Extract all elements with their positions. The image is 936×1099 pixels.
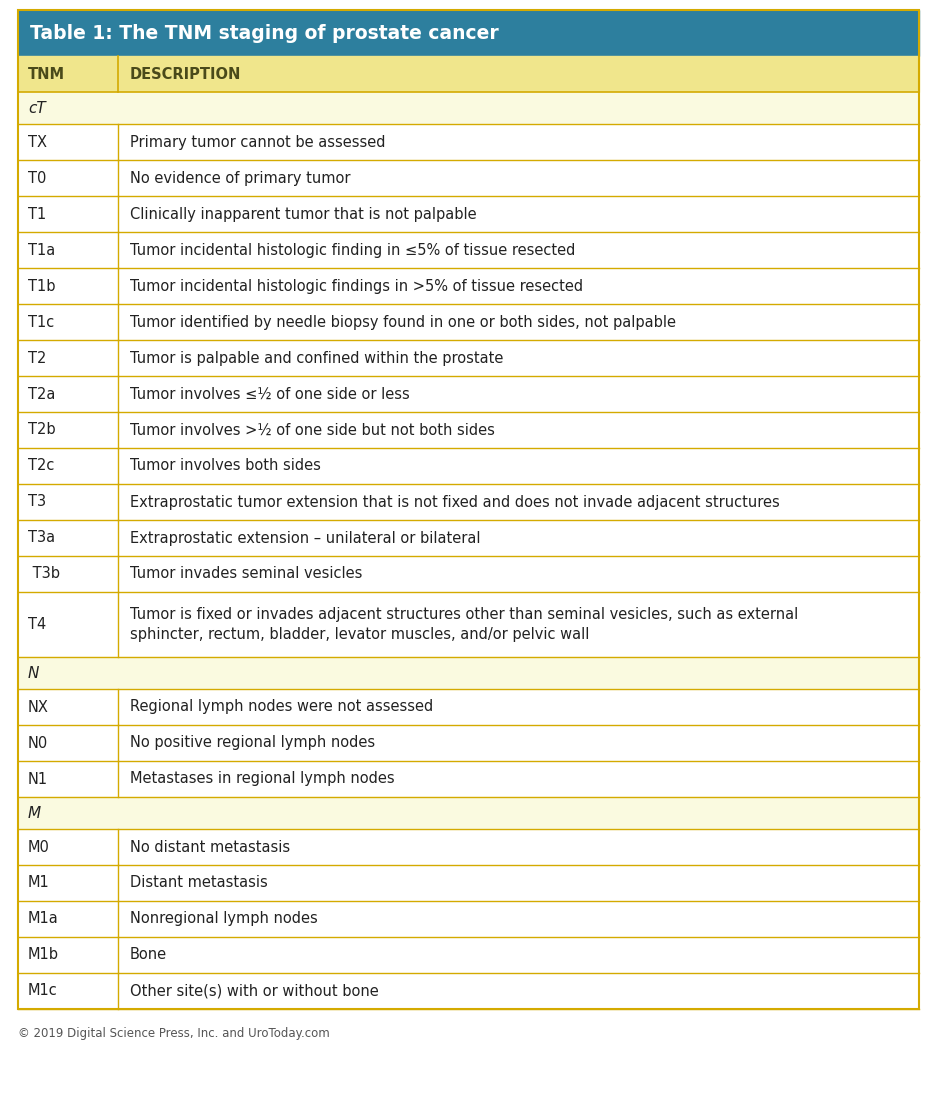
Text: T2c: T2c [28, 458, 54, 474]
Bar [18, 937, 918, 973]
Bar [18, 124, 918, 160]
Text: M0: M0 [28, 840, 50, 855]
Bar [18, 761, 918, 797]
Text: N1: N1 [28, 771, 48, 787]
Bar [18, 657, 918, 689]
Text: T2: T2 [28, 351, 46, 366]
Text: T3b: T3b [28, 566, 60, 581]
Text: Primary tumor cannot be assessed: Primary tumor cannot be assessed [130, 134, 385, 149]
Bar [18, 520, 918, 556]
Text: cT: cT [28, 100, 46, 115]
Text: M: M [28, 806, 41, 821]
Text: M1c: M1c [28, 984, 58, 999]
Bar [18, 160, 918, 196]
Bar [18, 725, 918, 761]
Text: M1a: M1a [28, 911, 59, 926]
Bar [18, 901, 918, 937]
Text: T1a: T1a [28, 243, 55, 257]
Bar [18, 340, 918, 376]
Text: Tumor incidental histologic findings in >5% of tissue resected: Tumor incidental histologic findings in … [130, 278, 582, 293]
Bar [18, 268, 918, 304]
Text: Distant metastasis: Distant metastasis [130, 876, 268, 890]
Text: T0: T0 [28, 170, 46, 186]
Bar [18, 10, 918, 56]
Text: Tumor is palpable and confined within the prostate: Tumor is palpable and confined within th… [130, 351, 503, 366]
Text: Tumor invades seminal vesicles: Tumor invades seminal vesicles [130, 566, 362, 581]
Bar [18, 484, 918, 520]
Bar [18, 689, 918, 725]
Text: Nonregional lymph nodes: Nonregional lymph nodes [130, 911, 317, 926]
Bar [18, 973, 918, 1009]
Bar [18, 865, 918, 901]
Text: No evidence of primary tumor: No evidence of primary tumor [130, 170, 350, 186]
Text: T1c: T1c [28, 314, 54, 330]
Text: T1b: T1b [28, 278, 55, 293]
Text: TX: TX [28, 134, 47, 149]
Text: Tumor involves both sides: Tumor involves both sides [130, 458, 320, 474]
Text: Extraprostatic extension – unilateral or bilateral: Extraprostatic extension – unilateral or… [130, 531, 480, 545]
Bar [18, 556, 918, 592]
Bar [18, 448, 918, 484]
Bar [18, 829, 918, 865]
Text: Extraprostatic tumor extension that is not fixed and does not invade adjacent st: Extraprostatic tumor extension that is n… [130, 495, 779, 510]
Text: N: N [28, 666, 39, 680]
Text: T2a: T2a [28, 387, 55, 401]
Bar [18, 56, 918, 92]
Text: No distant metastasis: No distant metastasis [130, 840, 290, 855]
Bar [18, 797, 918, 829]
Text: Tumor identified by needle biopsy found in one or both sides, not palpable: Tumor identified by needle biopsy found … [130, 314, 675, 330]
Text: Table 1: The TNM staging of prostate cancer: Table 1: The TNM staging of prostate can… [30, 23, 498, 43]
Text: DESCRIPTION: DESCRIPTION [130, 67, 241, 81]
Text: TNM: TNM [28, 67, 66, 81]
Text: Tumor involves >½ of one side but not both sides: Tumor involves >½ of one side but not bo… [130, 422, 494, 437]
Text: T1: T1 [28, 207, 46, 222]
Text: Tumor involves ≤½ of one side or less: Tumor involves ≤½ of one side or less [130, 387, 409, 401]
Text: N0: N0 [28, 735, 48, 751]
Bar [18, 232, 918, 268]
Text: Tumor is fixed or invades adjacent structures other than seminal vesicles, such : Tumor is fixed or invades adjacent struc… [130, 607, 797, 642]
Text: NX: NX [28, 699, 49, 714]
Bar [18, 412, 918, 448]
Text: M1: M1 [28, 876, 50, 890]
Text: Clinically inapparent tumor that is not palpable: Clinically inapparent tumor that is not … [130, 207, 476, 222]
Text: T2b: T2b [28, 422, 55, 437]
Text: Tumor incidental histologic finding in ≤5% of tissue resected: Tumor incidental histologic finding in ≤… [130, 243, 575, 257]
Bar [18, 92, 918, 124]
Text: Bone: Bone [130, 947, 167, 963]
Text: Other site(s) with or without bone: Other site(s) with or without bone [130, 984, 378, 999]
Text: Regional lymph nodes were not assessed: Regional lymph nodes were not assessed [130, 699, 432, 714]
Text: © 2019 Digital Science Press, Inc. and UroToday.com: © 2019 Digital Science Press, Inc. and U… [18, 1026, 329, 1040]
Bar [18, 592, 918, 657]
Text: T4: T4 [28, 617, 46, 632]
Text: Metastases in regional lymph nodes: Metastases in regional lymph nodes [130, 771, 394, 787]
Text: M1b: M1b [28, 947, 59, 963]
Text: T3: T3 [28, 495, 46, 510]
Bar [18, 376, 918, 412]
Text: T3a: T3a [28, 531, 55, 545]
Bar [18, 304, 918, 340]
Bar [18, 196, 918, 232]
Text: No positive regional lymph nodes: No positive regional lymph nodes [130, 735, 374, 751]
